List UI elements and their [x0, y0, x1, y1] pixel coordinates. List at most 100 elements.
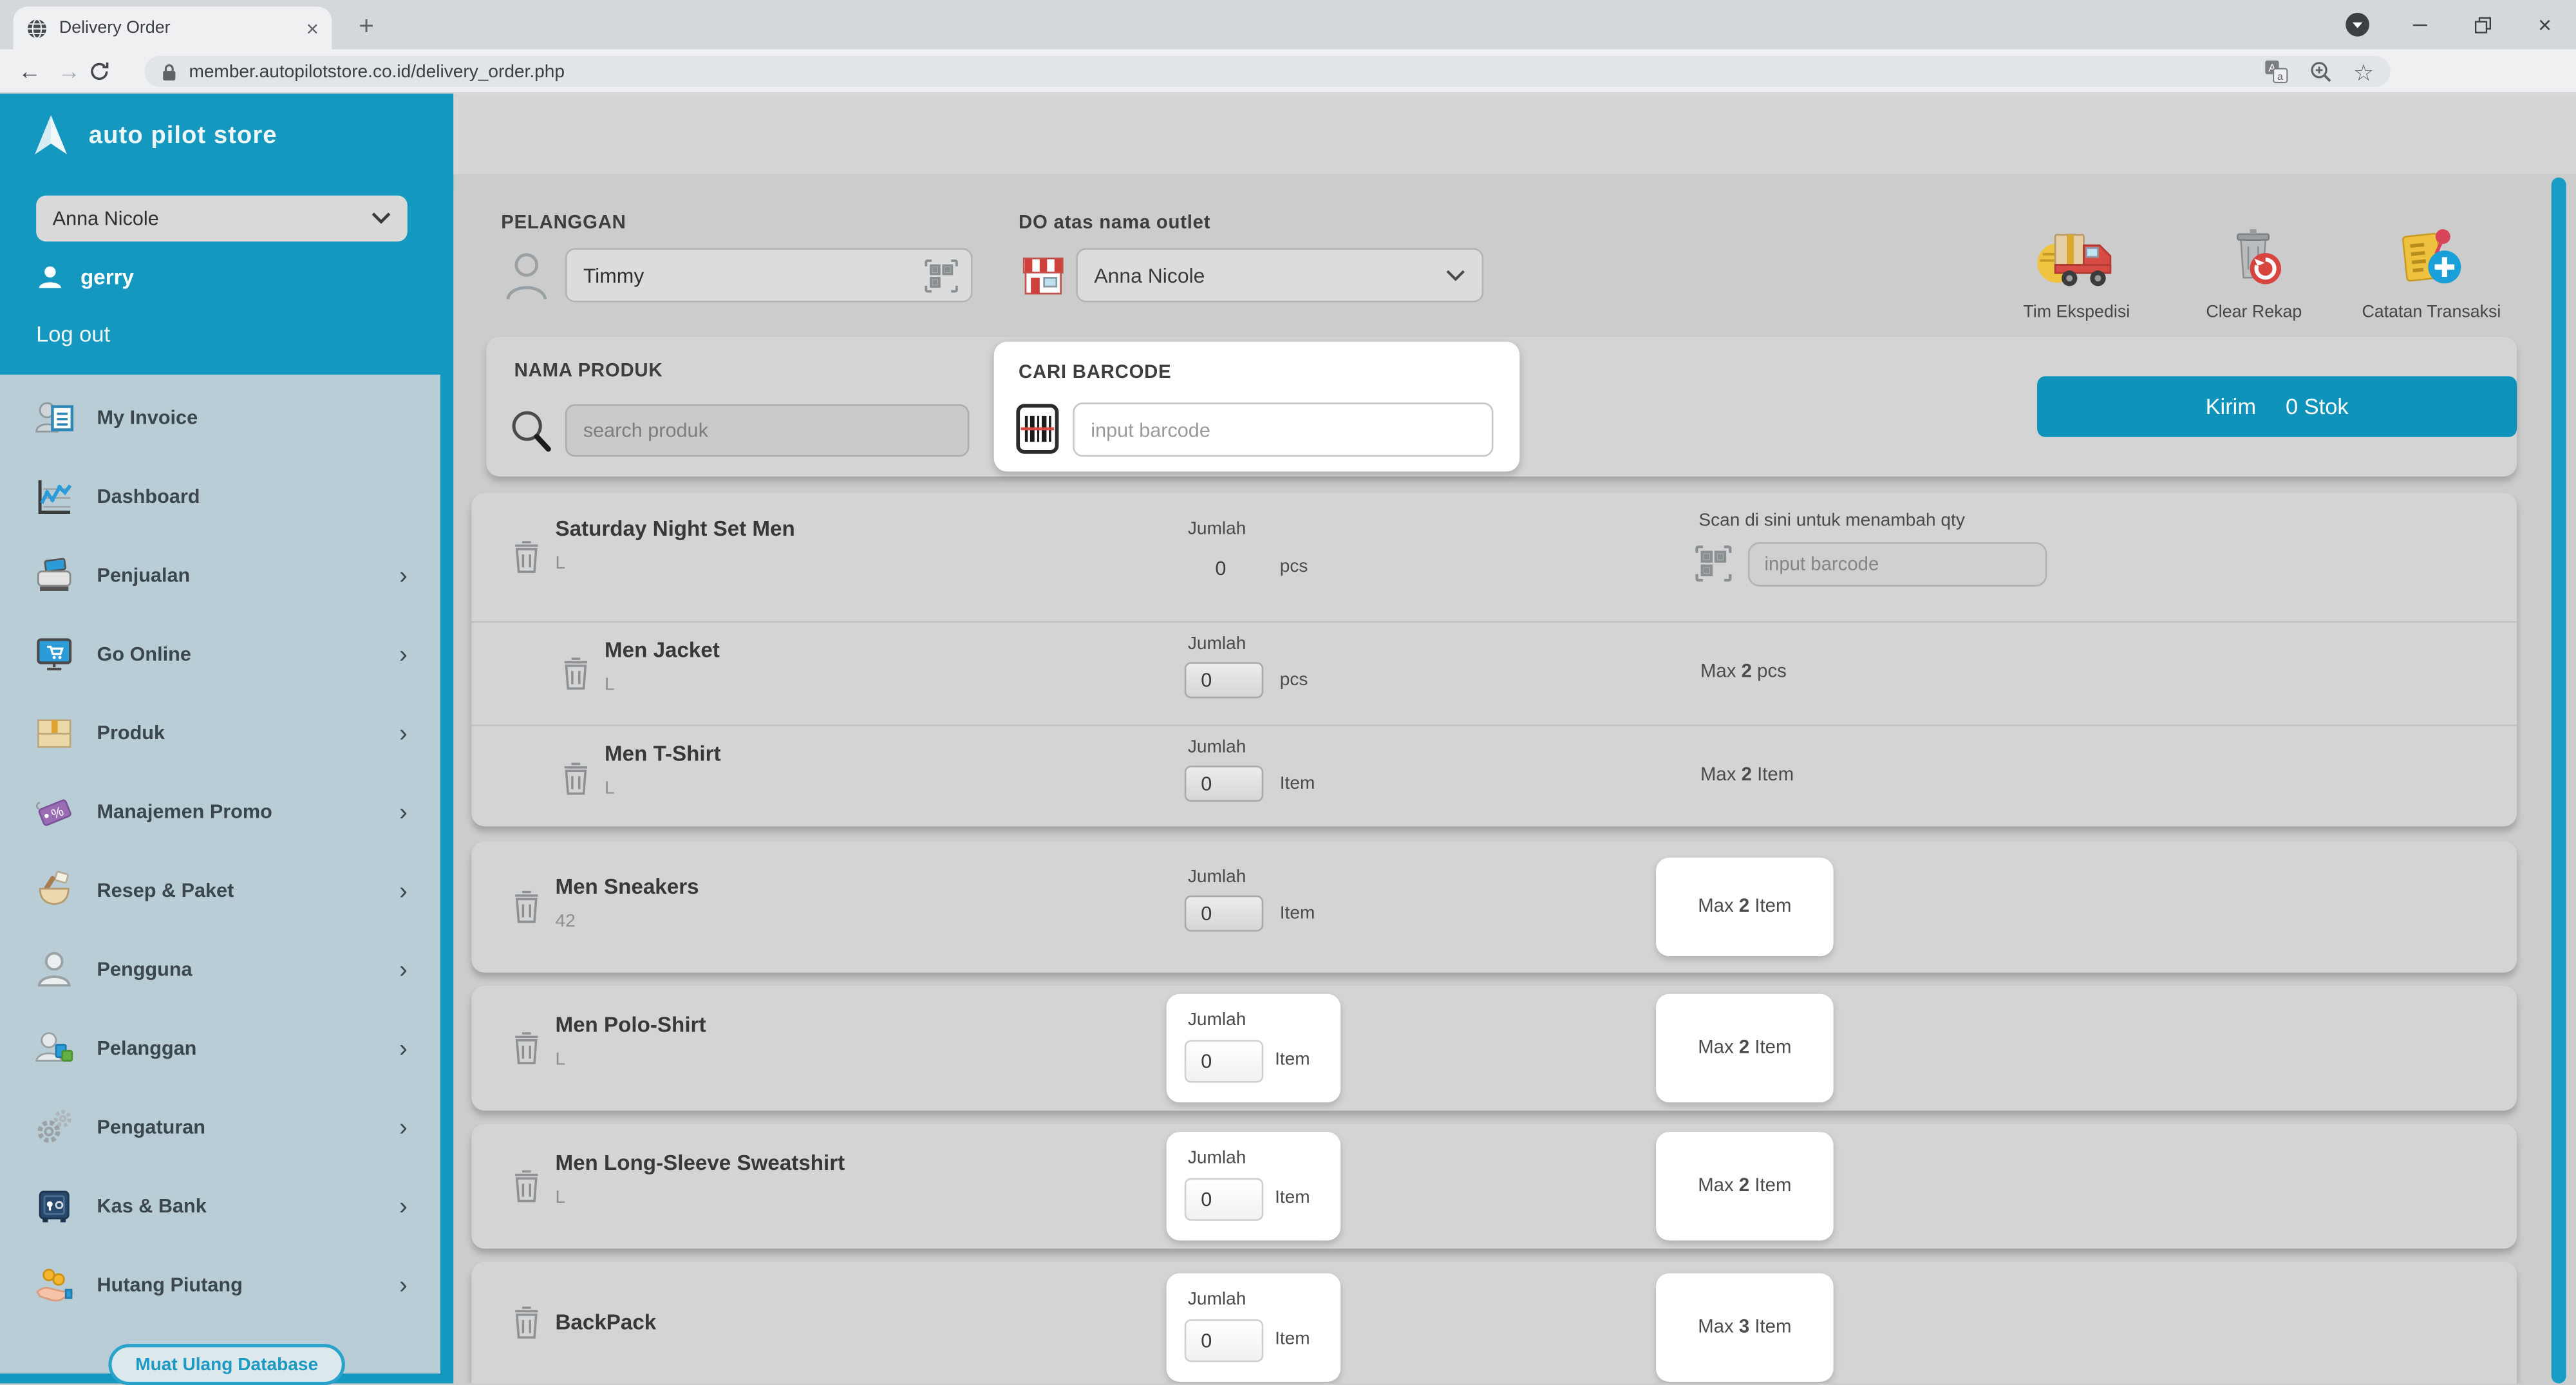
- qty-input[interactable]: [1184, 895, 1264, 932]
- jumlah-label: Jumlah: [1187, 634, 1246, 654]
- max-qty-text: Max 2 Item: [1700, 766, 1794, 786]
- sidebar-item-produk[interactable]: Produk ›: [0, 693, 440, 772]
- kirim-button[interactable]: Kirim 0 Stok: [2037, 376, 2517, 437]
- jumlah-label: Jumlah: [1187, 867, 1246, 887]
- sidebar-item-pengguna[interactable]: Pengguna ›: [0, 930, 440, 1008]
- sidebar-item-penjualan[interactable]: Penjualan ›: [0, 536, 440, 614]
- trash-icon[interactable]: [562, 655, 590, 693]
- sidebar-item-hutang-piutang[interactable]: Hutang Piutang ›: [0, 1245, 440, 1324]
- new-tab-button[interactable]: +: [359, 13, 374, 41]
- trash-icon[interactable]: [512, 1030, 540, 1068]
- sidebar-item-pengaturan[interactable]: Pengaturan ›: [0, 1088, 440, 1166]
- qty-unit: Item: [1279, 903, 1315, 924]
- cari-barcode-input[interactable]: [1073, 402, 1494, 457]
- tab-title: Delivery Order: [59, 18, 171, 38]
- app-top-band: [453, 93, 2576, 174]
- product-variant: L: [605, 778, 615, 799]
- product-row-men-sneakers: Men Sneakers 42 Jumlah Item Max 2 Item: [471, 841, 2517, 972]
- back-button[interactable]: ←: [18, 57, 41, 84]
- product-box-icon: [33, 711, 75, 754]
- content-scrollbar[interactable]: [2551, 177, 2566, 1384]
- trash-icon[interactable]: [512, 1167, 540, 1205]
- media-controls-icon[interactable]: [2326, 0, 2389, 50]
- sidebar-item-label: Dashboard: [97, 484, 200, 508]
- tab-close-icon[interactable]: ×: [306, 15, 319, 41]
- max-qty-card: Max 2 Item: [1656, 1132, 1834, 1241]
- restore-button[interactable]: [2451, 0, 2514, 50]
- pelanggan-input[interactable]: [565, 248, 973, 303]
- product-name: Men Sneakers: [555, 874, 699, 899]
- qty-unit: pcs: [1279, 670, 1308, 690]
- sidebar-outlet-select-value: Anna Nicole: [52, 207, 159, 231]
- qty-input[interactable]: [1184, 1319, 1264, 1362]
- lock-icon: [161, 62, 178, 82]
- hand-coins-icon: [33, 1263, 75, 1306]
- max-qty-card: Max 3 Item: [1656, 1273, 1834, 1382]
- online-shop-monitor-icon: [33, 632, 75, 675]
- chevron-down-icon: [371, 212, 391, 224]
- search-icon: [507, 406, 553, 455]
- product-name: Men Long-Sleeve Sweatshirt: [555, 1150, 845, 1175]
- qty-input[interactable]: [1184, 766, 1264, 802]
- trash-icon[interactable]: [512, 1304, 540, 1342]
- sidebar-item-label: Pengguna: [97, 957, 193, 981]
- trash-icon[interactable]: [512, 538, 540, 576]
- sidebar-outlet-select[interactable]: Anna Nicole: [36, 195, 408, 242]
- product-variant: L: [555, 1050, 566, 1070]
- reload-button[interactable]: [89, 60, 128, 81]
- row-scan-input[interactable]: [1747, 542, 2047, 587]
- product-group: Saturday Night Set Men L Jumlah 0 pcs Sc…: [471, 493, 2517, 827]
- sidebar-item-resep-paket[interactable]: Resep & Paket ›: [0, 851, 440, 930]
- product-row-men-jacket: Men Jacket L Jumlah pcs Max 2 pcs: [471, 621, 2517, 725]
- forward-button[interactable]: →: [57, 57, 81, 84]
- store-icon: [1019, 253, 1068, 299]
- zoom-icon[interactable]: [2309, 59, 2333, 84]
- cash-register-icon: [33, 554, 75, 596]
- chevron-right-icon: ›: [399, 1270, 408, 1299]
- browser-toolbar: ← → member.autopilotstore.co.id/delivery…: [0, 49, 2576, 135]
- customer-icon: [33, 1027, 75, 1069]
- reload-database-button[interactable]: Muat Ulang Database: [108, 1344, 345, 1385]
- tim-ekspedisi-button[interactable]: Tim Ekspedisi: [1986, 223, 2167, 322]
- product-variant: 42: [555, 912, 576, 932]
- jumlah-label: Jumlah: [1187, 1290, 1246, 1310]
- sidebar-item-label: Pelanggan: [97, 1037, 197, 1060]
- username: gerry: [80, 264, 135, 290]
- sidebar-item-label: My Invoice: [97, 406, 198, 429]
- search-produk-input[interactable]: [565, 404, 970, 457]
- logout-link[interactable]: Log out: [36, 322, 111, 347]
- chevron-right-icon: ›: [399, 797, 408, 826]
- browser-tab[interactable]: Delivery Order ×: [13, 6, 332, 50]
- sidebar-item-go-online[interactable]: Go Online ›: [0, 614, 440, 693]
- sidebar-item-dashboard[interactable]: Dashboard: [0, 457, 440, 535]
- trash-icon[interactable]: [512, 888, 540, 926]
- chevron-right-icon: ›: [399, 1034, 408, 1062]
- qty-input[interactable]: [1184, 1040, 1264, 1083]
- sidebar-item-kas-bank[interactable]: Kas & Bank ›: [0, 1167, 440, 1245]
- close-window-button[interactable]: ×: [2538, 11, 2552, 38]
- sidebar-item-my-invoice[interactable]: My Invoice: [0, 378, 440, 457]
- sidebar-item-pelanggan[interactable]: Pelanggan ›: [0, 1009, 440, 1088]
- qty-input[interactable]: [1184, 662, 1264, 699]
- do-outlet-select[interactable]: Anna Nicole: [1076, 248, 1484, 303]
- qty-input[interactable]: [1184, 1178, 1264, 1221]
- catatan-transaksi-button[interactable]: Catatan Transaksi: [2341, 223, 2522, 322]
- jumlah-card: Jumlah Item: [1166, 994, 1341, 1103]
- promo-tag-icon: %: [33, 790, 75, 833]
- catatan-transaksi-label: Catatan Transaksi: [2362, 302, 2501, 323]
- url-bar[interactable]: member.autopilotstore.co.id/delivery_ord…: [144, 55, 2391, 88]
- sidebar-item-label: Kas & Bank: [97, 1194, 207, 1218]
- bookmark-star-icon[interactable]: ☆: [2353, 58, 2374, 85]
- sidebar-item-manajemen-promo[interactable]: % Manajemen Promo ›: [0, 772, 440, 851]
- kirim-label: Kirim: [2205, 394, 2257, 419]
- clear-rekap-button[interactable]: Clear Rekap: [2164, 223, 2345, 322]
- svg-text:A: A: [2270, 62, 2277, 74]
- trash-icon[interactable]: [562, 759, 590, 797]
- chevron-right-icon: ›: [399, 1192, 408, 1220]
- minimize-button[interactable]: ─: [2412, 13, 2427, 37]
- product-name: Saturday Night Set Men: [555, 516, 795, 541]
- qty-unit: Item: [1275, 1050, 1310, 1070]
- do-outlet-label: DO atas nama outlet: [1019, 213, 1211, 234]
